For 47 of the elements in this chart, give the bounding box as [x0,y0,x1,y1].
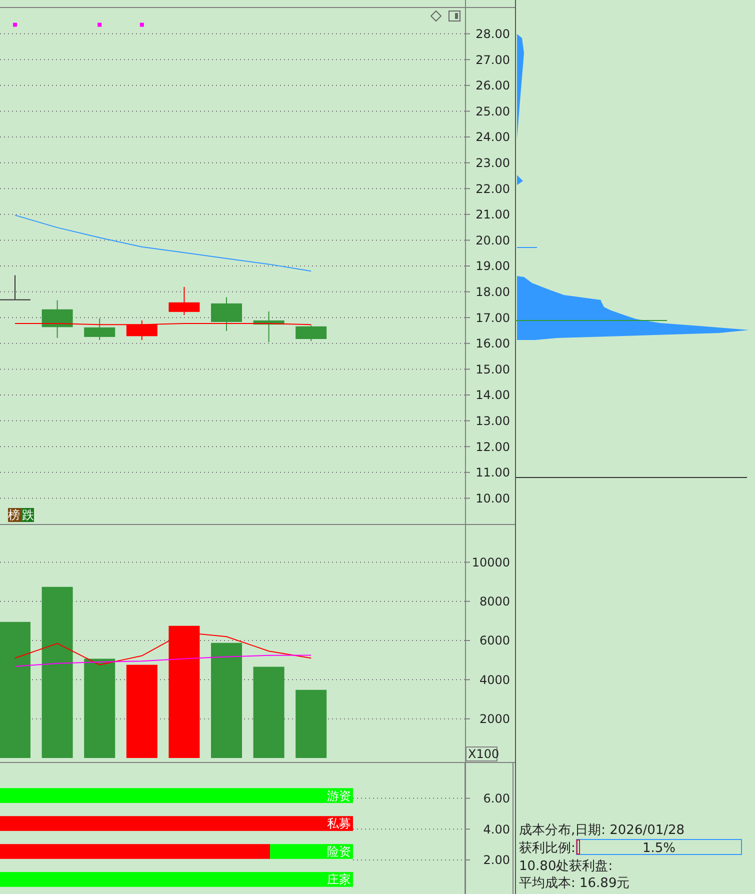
y-tick-label: 20.00 [476,233,510,248]
y-tick-label: 17.00 [476,310,510,325]
y2-tick-label: 2.00 [483,853,510,868]
y-tick-label: 18.00 [476,285,510,299]
y2-tick-label: 6.00 [483,791,510,806]
y2-tick-label: 4.00 [483,822,510,836]
y-tick-label: 26.00 [476,78,510,93]
text: 10.80处获利盘: [519,859,613,874]
text: 平均成本: 16.89元 [519,876,630,891]
y-tick-label: 15.00 [476,362,510,376]
y-tick-label: 6000 [479,634,510,648]
bar [84,658,116,758]
y-tick-label: 险资 [327,844,351,859]
line-series [14,654,312,667]
bar [253,666,284,758]
y-tick-label: 13.00 [476,414,510,428]
bar [296,690,327,758]
y-tick-label: 24.00 [476,130,510,144]
y-tick-label: 21.00 [476,208,510,222]
bar [0,622,30,758]
y-tick-label: 28.00 [476,27,510,41]
y-tick-label: 27.00 [476,52,510,67]
y-tick-label: 23.00 [476,156,510,170]
y-tick-label: 10.00 [476,491,510,506]
y-tick-label: 22.00 [476,182,510,196]
bar [126,664,158,758]
line-series [14,214,312,272]
y-tick-label: 19.00 [476,259,510,274]
text: 1.5% [642,841,676,856]
y-tick-label: 14.00 [476,388,510,402]
y-tick-label: 私募 [327,816,351,831]
y-tick-label: 4000 [479,672,510,687]
y-tick-label: 12.00 [476,440,510,454]
bar [211,642,242,758]
bar [42,586,73,758]
y-tick-label: 游资 [327,788,351,803]
text: 获利比例: [519,841,576,856]
y-tick-label: 11.00 [476,466,510,480]
text: 成本分布,日期: 2026/01/28 [519,823,685,838]
y-tick-label: 25.00 [476,104,510,118]
text: X100 [468,747,500,761]
y-tick-label: 庄家 [327,872,351,887]
y-tick-label: 8000 [479,594,510,609]
y-tick-label: 10000 [472,555,510,570]
candlestick [0,274,30,300]
y-tick-label: 2000 [479,712,510,726]
y-tick-label: 16.00 [476,336,510,351]
